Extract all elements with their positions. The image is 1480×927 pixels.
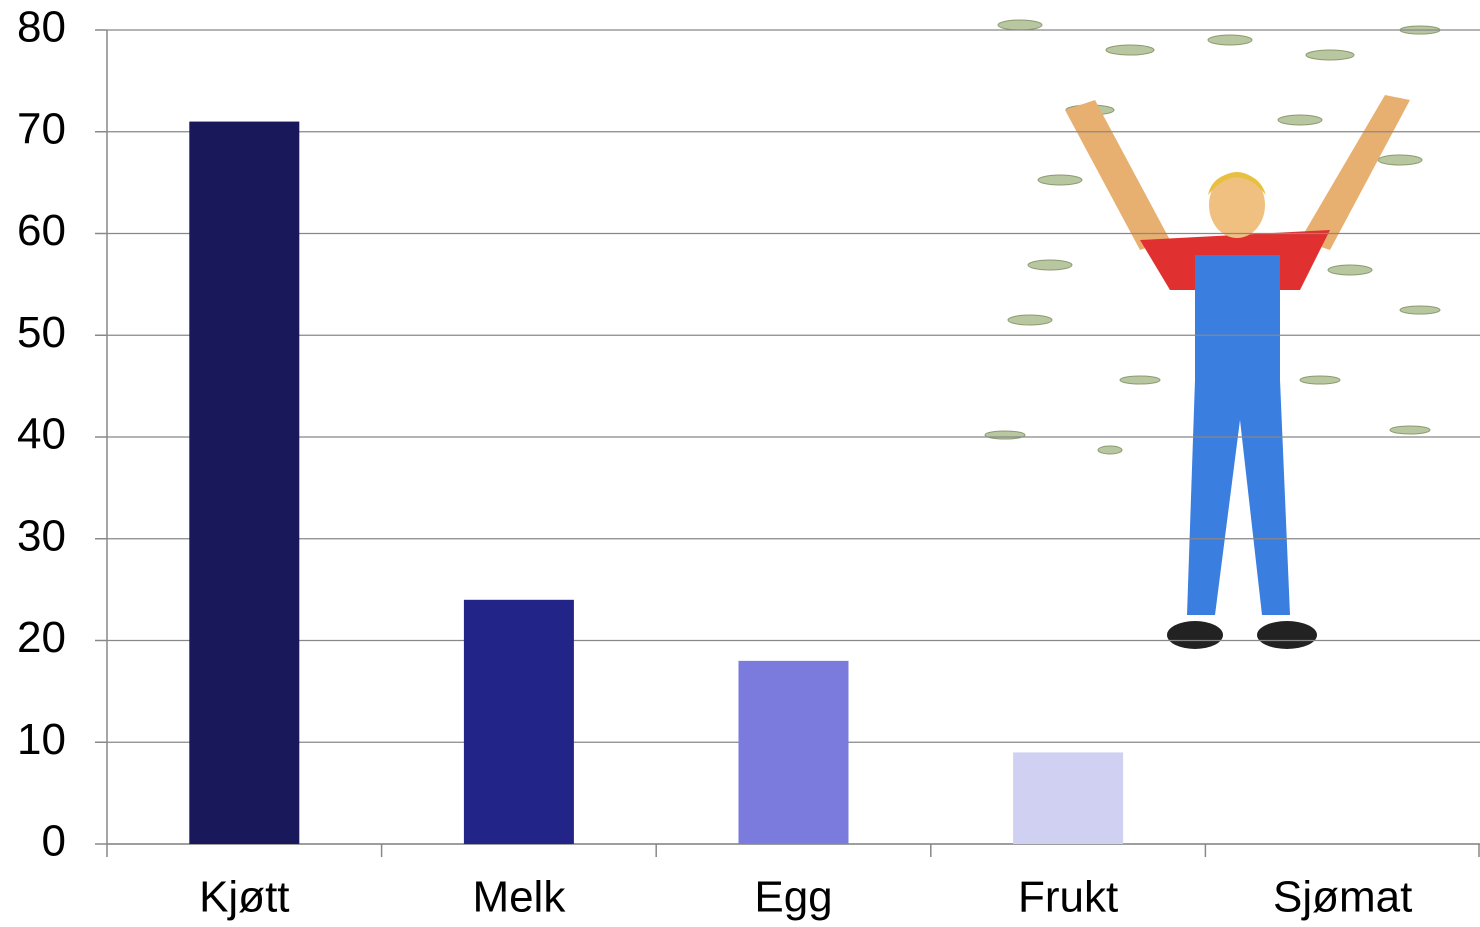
y-tick-label: 50 [17,308,66,357]
x-tick-label: Egg [754,873,832,922]
y-tick-label: 40 [17,410,66,459]
x-tick-label: Sjømat [1273,873,1412,922]
y-tick-label: 60 [17,206,66,255]
x-tick-label: Frukt [1018,873,1118,922]
x-tick-label: Kjøtt [199,873,289,922]
y-tick-label: 0 [42,817,66,866]
y-tick-label: 80 [17,3,66,52]
x-tick-label: Melk [472,873,566,922]
bar [189,121,300,844]
y-tick-label: 30 [17,511,66,560]
bar [1013,752,1124,844]
y-tick-label: 70 [17,104,66,153]
farmer-illustration [984,19,1441,649]
bar [738,660,849,844]
y-tick-label: 20 [17,613,66,662]
bar [463,599,574,844]
y-tick-label: 10 [17,715,66,764]
